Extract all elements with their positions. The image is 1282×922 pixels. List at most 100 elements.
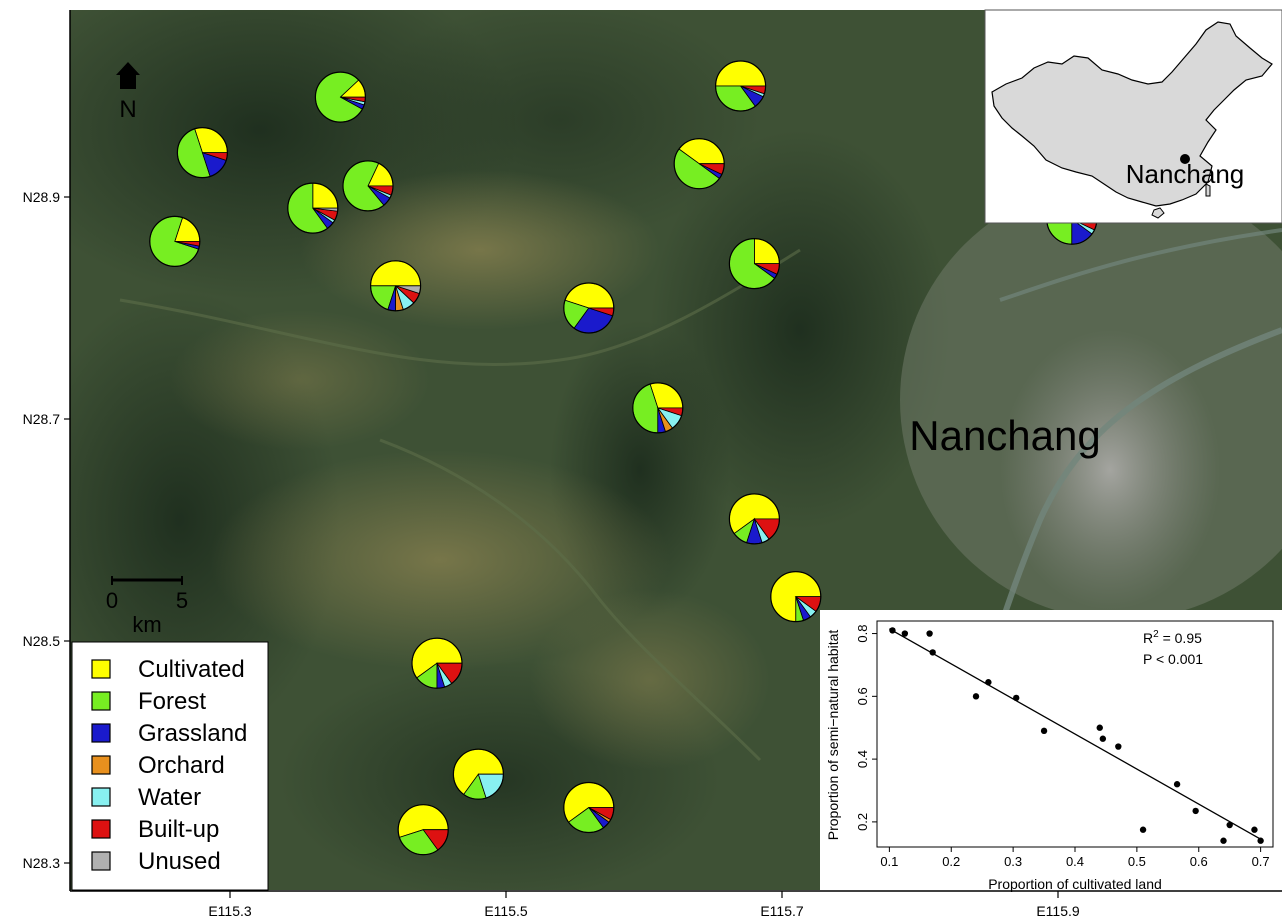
- nanchang-marker: [1180, 154, 1190, 164]
- pie-outline: [563, 781, 615, 834]
- scatter-point: [926, 630, 933, 637]
- taiwan-island: [1205, 183, 1211, 197]
- scatter-inset: 0.1 0.2 0.3 0.4 0.5 0.6 0.7 0.2 0.4 0.6 0.8 R2 = …: [820, 610, 1282, 892]
- site-pie: [563, 282, 615, 334]
- lat-tick-label: N28.7: [23, 411, 61, 427]
- site-pie: [673, 138, 725, 190]
- legend-item: Orchard: [91, 752, 225, 779]
- scatter-xlabel: Proportion of cultivated land: [988, 876, 1162, 892]
- annotation-r2-value: = 0.95: [1159, 630, 1202, 646]
- pie-outline: [370, 260, 422, 312]
- y-tick-label: 0.2: [855, 813, 870, 831]
- lat-tick-label: N28.9: [23, 189, 61, 205]
- pie-outline: [287, 182, 339, 234]
- site-pie: [714, 60, 767, 112]
- annotation-r2-superscript: 2: [1153, 629, 1159, 640]
- legend-label: Cultivated: [138, 656, 245, 683]
- legend-swatch: [91, 691, 111, 711]
- lon-tick-label: E115.9: [1036, 903, 1080, 919]
- legend-label: Water: [138, 784, 201, 811]
- scatter-point: [1040, 727, 1048, 735]
- pie-outline: [176, 127, 228, 179]
- annotation-r2: R2 = 0.95: [1143, 629, 1202, 646]
- legend-item: Grassland: [91, 720, 247, 747]
- inset-label-nanchang: Nanchang: [1126, 159, 1245, 189]
- scatter-point: [929, 649, 936, 656]
- x-tick-label: 0.7: [1252, 854, 1270, 869]
- scatter-point: [972, 693, 980, 700]
- pie-outline: [632, 382, 684, 434]
- pie-outline: [728, 493, 781, 545]
- y-tick-label: 0.8: [855, 625, 870, 643]
- x-tick-label: 0.1: [880, 854, 898, 869]
- legend-item: Water: [91, 784, 201, 811]
- pie-outline: [563, 282, 615, 334]
- scatter-point: [1099, 735, 1107, 742]
- y-tick-label: 0.4: [855, 750, 870, 768]
- hainan-island: [1151, 207, 1165, 219]
- x-tick-label: 0.3: [1004, 854, 1022, 869]
- scatter-point: [1192, 807, 1199, 815]
- x-tick-label: 0.6: [1190, 854, 1208, 869]
- site-pie: [287, 182, 339, 234]
- scale-unit-label: km: [132, 612, 161, 637]
- lon-tick-label: E115.3: [208, 903, 252, 919]
- lat-tick-label: N28.5: [23, 633, 61, 649]
- scatter-point: [889, 627, 896, 634]
- site-pie: [452, 748, 504, 800]
- legend-swatch: [91, 819, 111, 839]
- site-pie: [411, 637, 463, 689]
- scatter-point: [1220, 837, 1227, 844]
- legend: Cultivated Forest Grassland Orchard Water Bui…: [71, 641, 269, 891]
- lat-tick-label: N28.3: [23, 855, 61, 871]
- pie-outline: [314, 71, 366, 123]
- pie-outline: [149, 215, 201, 267]
- map-axes: N28.9 N28.7 N28.5 N28.3 E115.3 E115.5 E115.7 E…: [23, 10, 1282, 919]
- site-pie: [176, 127, 228, 179]
- site-pie: [770, 570, 822, 623]
- scale-end-label: 5: [176, 588, 188, 613]
- site-pie: [563, 781, 615, 834]
- x-tick-label: 0.5: [1128, 854, 1146, 869]
- site-pie-charts: [149, 60, 1098, 856]
- legend-label: Grassland: [138, 720, 247, 747]
- scale-bar: 0 5 km: [106, 576, 188, 637]
- site-pie: [314, 71, 366, 123]
- north-arrow: N: [116, 62, 140, 123]
- legend-item: Forest: [91, 688, 206, 715]
- x-tick-label: 0.4: [1066, 854, 1084, 869]
- city-label-nanchang: Nanchang: [909, 412, 1100, 459]
- site-pie: [397, 804, 449, 856]
- pie-outline: [397, 804, 449, 856]
- site-pie: [632, 382, 684, 434]
- pie-outline: [342, 160, 394, 212]
- scatter-point: [1115, 743, 1122, 750]
- legend-label: Orchard: [138, 752, 225, 779]
- scatter-point: [1226, 821, 1233, 829]
- scatter-point: [1257, 837, 1264, 844]
- north-arrow-icon: [116, 62, 140, 89]
- annotation-p: P < 0.001: [1143, 651, 1203, 667]
- x-tick-label: 0.2: [942, 854, 960, 869]
- scatter-point: [1173, 781, 1181, 788]
- legend-swatch: [91, 851, 111, 871]
- pie-outline: [770, 570, 822, 623]
- scatter-point: [1251, 826, 1258, 833]
- annotation-r2-symbol: R: [1143, 630, 1153, 646]
- china-outline: [991, 21, 1273, 207]
- scatter-point: [1013, 694, 1020, 702]
- site-pie: [370, 260, 422, 312]
- scale-start-label: 0: [106, 588, 118, 613]
- site-pie: [728, 238, 781, 290]
- legend-item: Unused: [91, 848, 221, 875]
- pie-outline: [673, 138, 725, 190]
- legend-label: Forest: [138, 688, 206, 715]
- legend-label: Built-up: [138, 816, 219, 843]
- y-tick-label: 0.6: [855, 687, 870, 705]
- pie-outline: [714, 60, 767, 112]
- legend-item: Cultivated: [91, 656, 245, 683]
- legend-swatch: [91, 723, 111, 743]
- legend-swatch: [91, 659, 111, 679]
- fit-line: [889, 628, 1261, 840]
